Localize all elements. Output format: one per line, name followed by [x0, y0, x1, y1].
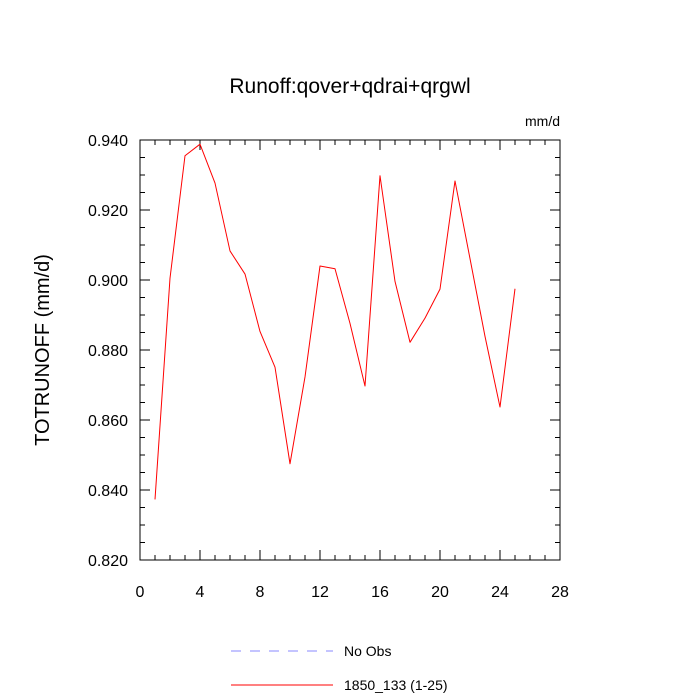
y-tick-label: 0.900: [88, 273, 128, 290]
series-lines: [154, 143, 516, 500]
legend-label: No Obs: [344, 643, 391, 659]
units-label: mm/d: [525, 113, 560, 129]
chart-title: Runoff:qover+qdrai+qrgwl: [229, 75, 470, 98]
plot-frame: [139, 139, 561, 561]
x-tick-label: 16: [371, 584, 389, 601]
x-tick-label: 24: [491, 584, 509, 601]
legend-label: 1850_133 (1-25): [344, 677, 448, 693]
legend: No Obs 1850_133 (1-25): [231, 643, 448, 693]
y-tick-label: 0.820: [88, 553, 128, 570]
x-tick-label: 28: [551, 584, 569, 601]
x-tick-label: 20: [431, 584, 449, 601]
axes: 0 4 8 12 16 20 24 28 0.820 0.840 0.860 0.880 0.900 0.…: [88, 133, 569, 601]
y-tick-label: 0.940: [88, 133, 128, 150]
series-line: [154, 143, 516, 500]
x-tick-label: 4: [196, 584, 205, 601]
y-tick-label: 0.840: [88, 483, 128, 500]
y-tick-label: 0.860: [88, 413, 128, 430]
y-axis-label: TOTRUNOFF (mm/d): [32, 254, 54, 446]
x-tick-label: 8: [256, 584, 265, 601]
x-tick-label: 12: [311, 584, 329, 601]
x-tick-label: 0: [136, 584, 145, 601]
y-tick-label: 0.880: [88, 343, 128, 360]
y-tick-label: 0.920: [88, 203, 128, 220]
